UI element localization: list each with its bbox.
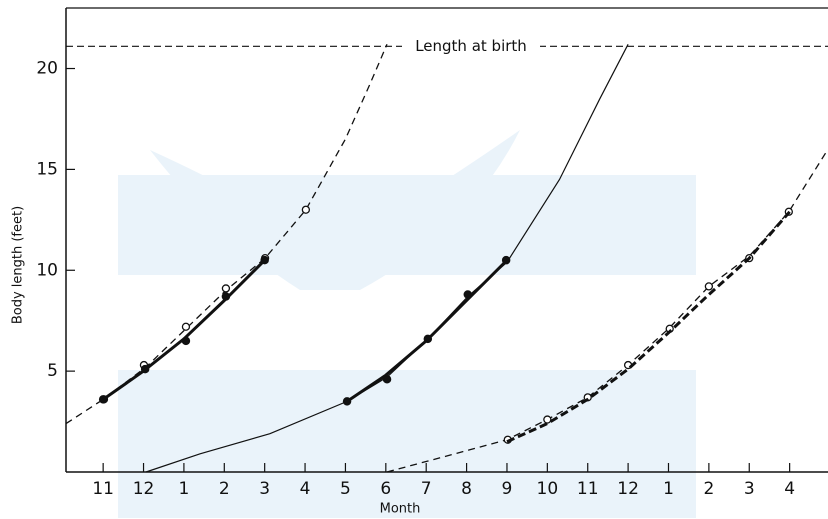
x-tick-label: 5 [340, 479, 351, 499]
watermark [118, 130, 696, 518]
filled-point [501, 255, 511, 265]
x-tick-label: 11 [577, 479, 599, 499]
x-tick-label: 2 [703, 479, 714, 499]
x-tick-label: 4 [784, 479, 795, 499]
open-point [221, 284, 231, 293]
x-tick-label: 1 [179, 479, 190, 499]
filled-point [423, 334, 433, 344]
x-tick-label: 12 [617, 479, 639, 499]
curve [506, 210, 791, 444]
filled-point [463, 290, 473, 299]
watermark-band [118, 370, 696, 518]
open-point [181, 322, 191, 331]
x-tick-label: 10 [537, 479, 559, 499]
open-point [543, 415, 552, 424]
x-tick-label: 8 [461, 479, 472, 499]
open-point [704, 282, 714, 291]
filled-point [342, 397, 352, 406]
x-tick-label: 3 [259, 479, 270, 499]
x-axis-label: Month [380, 502, 421, 517]
x-tick-label: 12 [133, 479, 155, 499]
x-tick-label: 1 [663, 479, 674, 499]
x-tick-label: 3 [744, 479, 755, 499]
x-tick-label: 6 [380, 479, 391, 499]
x-tick-label: 7 [421, 479, 432, 499]
x-tick-label: 4 [300, 479, 311, 499]
annotation-bg [402, 36, 540, 57]
y-tick-label: 15 [36, 159, 58, 179]
y-tick-label: 10 [36, 260, 58, 280]
y-tick-label: 5 [47, 361, 58, 381]
x-tick-label: 2 [219, 479, 230, 499]
x-tick-label: 11 [92, 479, 114, 499]
watermark-tail [150, 130, 520, 290]
y-tick-label: 20 [36, 59, 58, 79]
curve [65, 44, 388, 425]
curve [102, 257, 268, 401]
filled-point [382, 374, 392, 384]
annotation: Length at birth [415, 37, 527, 55]
y-axis-label: Body length (feet) [11, 206, 26, 324]
open-point [301, 205, 311, 214]
x-tick-label: 9 [502, 479, 513, 499]
